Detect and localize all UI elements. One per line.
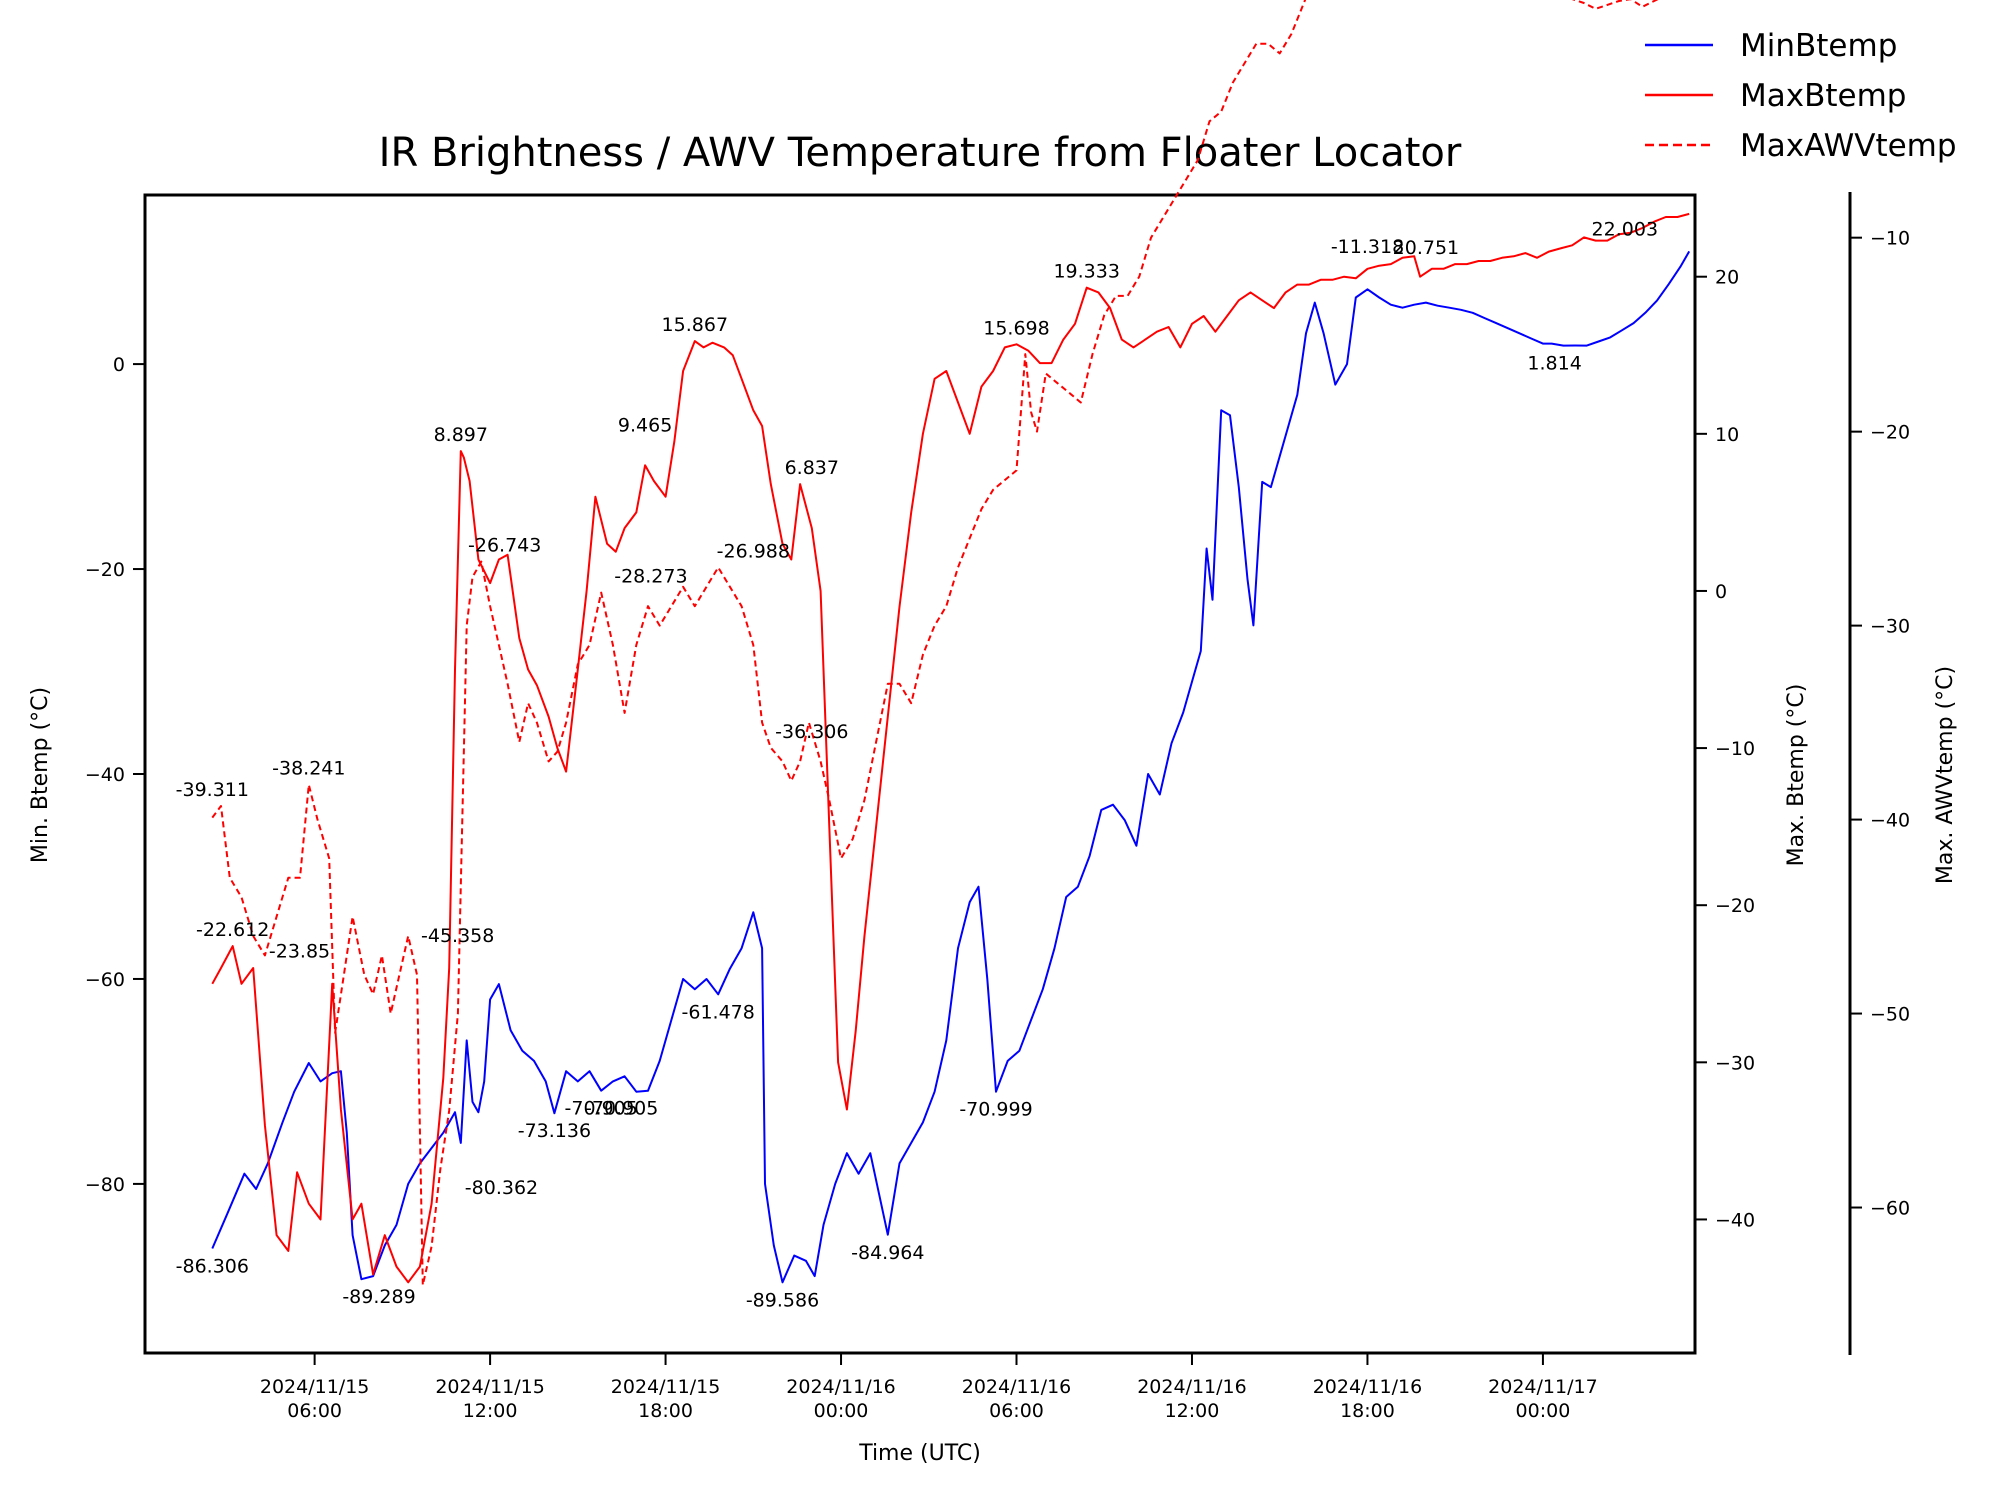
- y-left-tick-label: −80: [85, 1174, 125, 1196]
- x-axis-ticks: 2024/11/1506:002024/11/1512:002024/11/15…: [260, 1353, 1598, 1422]
- y-left-tick-label: −20: [85, 559, 125, 581]
- annotation-label: -39.311: [176, 779, 249, 801]
- y-right1-tick-label: −20: [1715, 895, 1755, 917]
- series-line-minbtemp: [211, 250, 1691, 1284]
- annotation-label: 1.814: [1527, 353, 1581, 375]
- x-tick-label-date: 2024/11/15: [260, 1376, 370, 1398]
- annotation-label: -45.358: [421, 925, 494, 947]
- annotation-label: -26.743: [468, 535, 541, 557]
- annotation-label: 20.751: [1393, 237, 1459, 259]
- series-layer: [211, 0, 1691, 1287]
- y-right1-axis-label: Max. Btemp (°C): [1784, 684, 1809, 867]
- y-right2-tick-label: −60: [1870, 1198, 1910, 1220]
- y-right1-tick-label: −40: [1715, 1209, 1755, 1231]
- y-left-tick-label: 0: [113, 354, 125, 376]
- annotation-label: -38.241: [272, 758, 345, 780]
- x-tick-label-date: 2024/11/16: [1137, 1376, 1247, 1398]
- y-right1-tick-label: −30: [1715, 1052, 1755, 1074]
- y-right2-tick-label: −50: [1870, 1004, 1910, 1026]
- x-tick-label-date: 2024/11/16: [1313, 1376, 1423, 1398]
- annotation-label: 19.333: [1053, 261, 1119, 283]
- y-right2-tick-label: −30: [1870, 616, 1910, 638]
- annotation-label: -11.318: [1331, 236, 1404, 258]
- annotation-label: -70.905: [585, 1098, 658, 1120]
- annotation-label: 9.465: [618, 415, 672, 437]
- x-tick-label-time: 00:00: [1516, 1400, 1571, 1422]
- x-tick-label-date: 2024/11/15: [435, 1376, 545, 1398]
- y-left-axis-ticks: 0 −20 −40 −60 −80: [85, 354, 145, 1196]
- y-right1-tick-label: 10: [1715, 424, 1739, 446]
- y-right1-tick-label: −10: [1715, 738, 1755, 760]
- x-axis-label: Time (UTC): [858, 1441, 981, 1466]
- annotation-label: -70.999: [959, 1099, 1032, 1121]
- legend-label-maxbtemp: MaxBtemp: [1740, 78, 1906, 114]
- plot-frame: [143, 193, 1697, 1355]
- x-tick-label-time: 06:00: [287, 1400, 342, 1422]
- y-right1-tick-label: 0: [1715, 581, 1727, 603]
- annotation-label: -22.612: [196, 919, 269, 941]
- legend-label-minbtemp: MinBtemp: [1740, 28, 1897, 64]
- x-tick-label-date: 2024/11/17: [1488, 1376, 1598, 1398]
- y-right1-tick-label: 20: [1715, 267, 1739, 289]
- y-right2-tick-label: −40: [1870, 810, 1910, 832]
- annotation-label: -89.289: [342, 1286, 415, 1308]
- x-tick-label-time: 18:00: [1340, 1400, 1395, 1422]
- series-line-maxbtemp: [211, 212, 1690, 1284]
- y-left-tick-label: −60: [85, 969, 125, 991]
- annotation-label: 8.897: [434, 424, 488, 446]
- x-tick-label-time: 12:00: [1165, 1400, 1220, 1422]
- x-tick-label-date: 2024/11/15: [611, 1376, 721, 1398]
- annotation-label: -70.905: [565, 1098, 638, 1120]
- annotation-label: 15.867: [662, 314, 728, 336]
- y-left-tick-label: −40: [85, 764, 125, 786]
- x-tick-label-time: 00:00: [814, 1400, 869, 1422]
- y-right2-tick-label: −20: [1870, 422, 1910, 444]
- x-tick-label-date: 2024/11/16: [962, 1376, 1072, 1398]
- annotation-label: -73.136: [518, 1120, 591, 1142]
- annotation-label: -61.478: [682, 1001, 755, 1023]
- series-line-maxawvtemp: [211, 0, 1659, 1287]
- annotation-label: -80.362: [465, 1177, 538, 1199]
- y-right1-axis-ticks: 20 10 0 −10 −20 −30 −40: [1695, 267, 1755, 1231]
- y-right2-axis-ticks: −10 −20 −30 −40 −50 −60: [1850, 228, 1910, 1220]
- legend: MinBtemp MaxBtemp MaxAWVtemp: [1645, 28, 1957, 164]
- annotation-label: 15.698: [983, 317, 1049, 339]
- y-right2-tick-label: −10: [1870, 228, 1910, 250]
- x-tick-label-time: 06:00: [989, 1400, 1044, 1422]
- x-tick-label-time: 18:00: [638, 1400, 693, 1422]
- annotation-label: 22.003: [1592, 218, 1658, 240]
- x-tick-label-date: 2024/11/16: [786, 1376, 896, 1398]
- y-left-axis-label: Min. Btemp (°C): [28, 687, 53, 863]
- annotation-label: -89.586: [746, 1289, 819, 1311]
- annotation-label: -26.988: [717, 540, 790, 562]
- annotation-label: -28.273: [614, 566, 687, 588]
- annotation-label: -84.964: [851, 1242, 924, 1264]
- y-right2-axis-label: Max. AWVtemp (°C): [1933, 666, 1958, 884]
- annotation-label: -86.306: [176, 1256, 249, 1278]
- annotation-label: -23.85: [269, 941, 330, 963]
- annotation-layer: -86.306-89.289-80.362-73.136-70.905-70.9…: [176, 218, 1658, 1311]
- annotation-label: -36.306: [775, 721, 848, 743]
- x-tick-label-time: 12:00: [463, 1400, 518, 1422]
- legend-label-maxawvtemp: MaxAWVtemp: [1740, 128, 1957, 164]
- annotation-label: 6.837: [785, 457, 839, 479]
- chart-title: IR Brightness / AWV Temperature from Flo…: [379, 130, 1462, 176]
